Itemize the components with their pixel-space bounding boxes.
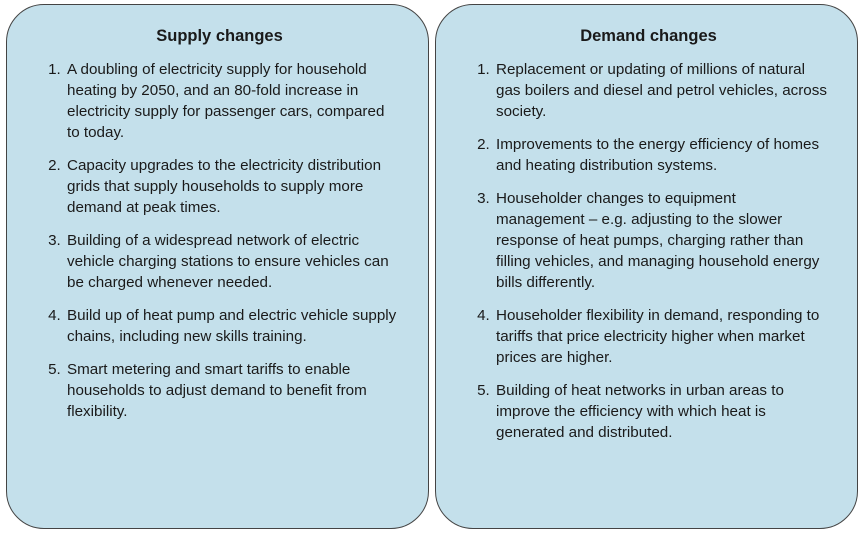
supply-panel: Supply changes A doubling of electricity… <box>6 4 429 529</box>
list-item: A doubling of electricity supply for hou… <box>65 60 398 144</box>
supply-list: A doubling of electricity supply for hou… <box>41 60 398 423</box>
demand-list: Replacement or updating of millions of n… <box>470 60 827 444</box>
list-item: Building of a widespread network of elec… <box>65 231 398 294</box>
list-item: Building of heat networks in urban areas… <box>494 381 827 444</box>
list-item: Replacement or updating of millions of n… <box>494 60 827 123</box>
supply-title: Supply changes <box>41 27 398 46</box>
demand-title: Demand changes <box>470 27 827 46</box>
list-item: Householder changes to equipment managem… <box>494 189 827 294</box>
list-item: Householder flexibility in demand, respo… <box>494 306 827 369</box>
list-item: Build up of heat pump and electric vehic… <box>65 306 398 348</box>
demand-panel: Demand changes Replacement or updating o… <box>435 4 858 529</box>
list-item: Smart metering and smart tariffs to enab… <box>65 360 398 423</box>
list-item: Capacity upgrades to the electricity dis… <box>65 156 398 219</box>
list-item: Improvements to the energy efficiency of… <box>494 135 827 177</box>
